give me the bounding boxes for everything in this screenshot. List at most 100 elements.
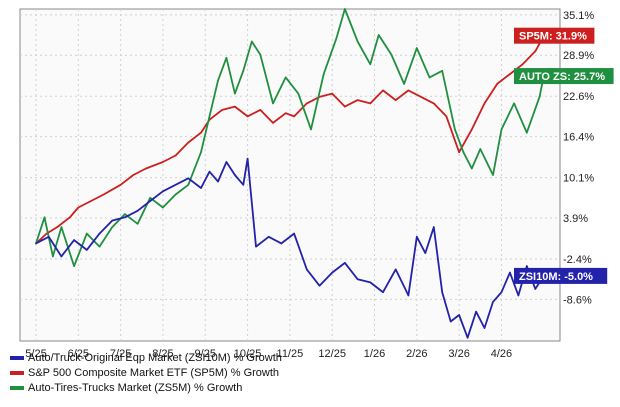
data-point-sp5m <box>382 89 384 92</box>
data-point-zsi10m <box>136 210 139 212</box>
data-point-zsi10m <box>73 239 75 241</box>
data-point-zs5m <box>377 34 380 36</box>
x-tick-label: 2/26 <box>406 348 427 360</box>
end-label-text: SP5M: 31.9% <box>519 31 587 43</box>
data-point-sp5m <box>119 184 122 186</box>
data-point-zsi10m <box>526 265 528 267</box>
data-point-zsi10m <box>441 291 444 294</box>
data-point-zs5m <box>52 255 54 258</box>
data-point-zsi10m <box>500 291 503 294</box>
data-point-sp5m <box>394 99 397 101</box>
data-point-zsi10m <box>280 242 283 245</box>
data-point-zsi10m <box>35 242 37 245</box>
data-point-zsi10m <box>255 245 257 248</box>
data-point-zs5m <box>136 223 139 225</box>
data-point-sp5m <box>200 131 202 134</box>
data-point-sp5m <box>293 115 295 118</box>
data-point-sp5m <box>445 115 448 118</box>
data-point-zs5m <box>174 193 177 196</box>
data-point-sp5m <box>420 96 422 98</box>
x-tick-label: 11/25 <box>277 348 304 360</box>
data-point-zsi10m <box>449 320 452 323</box>
x-tick-label: 10/25 <box>234 348 262 360</box>
data-point-sp5m <box>458 151 460 153</box>
data-point-zsi10m <box>149 200 151 202</box>
data-point-zsi10m <box>246 157 249 160</box>
x-axis-ticks: 5/25 6/25 7/25 8/25 9/25 10/25 11/25 12/25 1/26 2… <box>25 348 512 360</box>
data-point-sp5m <box>471 128 473 131</box>
data-point-zs5m <box>86 232 88 235</box>
data-point-sp5m <box>102 193 105 196</box>
data-point-sp5m <box>344 105 346 108</box>
data-point-zsi10m <box>242 184 245 186</box>
legend-swatch-zs5m <box>10 386 24 391</box>
data-point-zs5m <box>124 213 126 215</box>
data-point-zsi10m <box>267 236 270 238</box>
data-point-sp5m <box>521 63 524 66</box>
data-point-zs5m <box>73 265 75 267</box>
data-point-zsi10m <box>98 232 101 235</box>
data-point-zs5m <box>416 47 418 49</box>
data-point-zsi10m <box>424 252 427 254</box>
data-point-zsi10m <box>369 281 372 284</box>
x-tick-label: 5/25 <box>25 348 46 360</box>
data-point-zsi10m <box>356 278 359 281</box>
data-point-sp5m <box>234 105 236 108</box>
data-point-zs5m <box>297 92 300 95</box>
data-point-zs5m <box>356 40 359 43</box>
data-point-zsi10m <box>225 161 228 163</box>
data-point-sp5m <box>259 109 262 111</box>
x-tick-label: 4/26 <box>491 348 512 360</box>
data-point-zsi10m <box>86 249 88 251</box>
data-point-zs5m <box>322 73 325 75</box>
data-point-zs5m <box>492 174 494 176</box>
data-point-sp5m <box>145 167 147 170</box>
data-point-zs5m <box>98 245 101 248</box>
data-point-zs5m <box>462 151 465 153</box>
data-point-zs5m <box>217 79 219 82</box>
data-point-zsi10m <box>344 262 346 264</box>
x-tick-label: 1/26 <box>364 348 385 360</box>
data-point-sp5m <box>483 102 486 105</box>
data-point-sp5m <box>433 102 435 105</box>
data-point-sp5m <box>496 83 499 85</box>
legend-label-sp5m: S&P 500 Composite Market ETF (SP5M) % Gr… <box>28 367 280 379</box>
data-point-zsi10m <box>162 190 164 193</box>
data-point-sp5m <box>90 200 92 202</box>
data-point-zsi10m <box>217 180 219 183</box>
x-tick-label: 7/25 <box>110 348 131 360</box>
data-point-zsi10m <box>293 232 295 235</box>
data-point-zsi10m <box>475 310 477 313</box>
data-point-sp5m <box>272 122 274 124</box>
legend-item-zs5m: Auto-Tires-Trucks Market (ZS5M) % Growth <box>10 381 282 396</box>
data-point-sp5m <box>187 141 190 144</box>
data-point-zs5m <box>251 40 253 43</box>
data-point-zs5m <box>344 8 346 10</box>
data-point-zsi10m <box>458 314 460 316</box>
data-point-zs5m <box>187 184 190 186</box>
data-point-sp5m <box>331 92 334 95</box>
data-point-zsi10m <box>111 219 113 222</box>
data-point-sp5m <box>56 226 58 228</box>
y-tick-label: 10.1% <box>563 173 594 185</box>
y-tick-label: 35.1% <box>563 10 594 22</box>
legend-item-zsi10m: Auto/Truck-Original Eqp Market (ZSI10M) … <box>10 351 282 366</box>
end-label-zs5m: AUTO ZS: 25.7% <box>514 68 614 85</box>
data-point-sp5m <box>407 89 410 92</box>
data-point-zsi10m <box>60 255 63 258</box>
data-point-zs5m <box>454 128 456 131</box>
data-point-zs5m <box>43 216 46 219</box>
end-label-text: ZSI10M: -5.0% <box>519 271 593 283</box>
data-point-sp5m <box>69 216 71 219</box>
end-label-box <box>514 27 595 44</box>
data-point-zsi10m <box>208 170 211 173</box>
data-point-sp5m <box>174 154 177 157</box>
y-tick-label: 28.9% <box>563 50 594 62</box>
data-point-zsi10m <box>534 288 537 290</box>
data-point-zsi10m <box>187 177 190 180</box>
x-tick-label: 3/26 <box>448 348 469 360</box>
data-point-zs5m <box>162 206 164 209</box>
data-point-zs5m <box>234 92 236 95</box>
data-point-sp5m <box>77 206 80 209</box>
